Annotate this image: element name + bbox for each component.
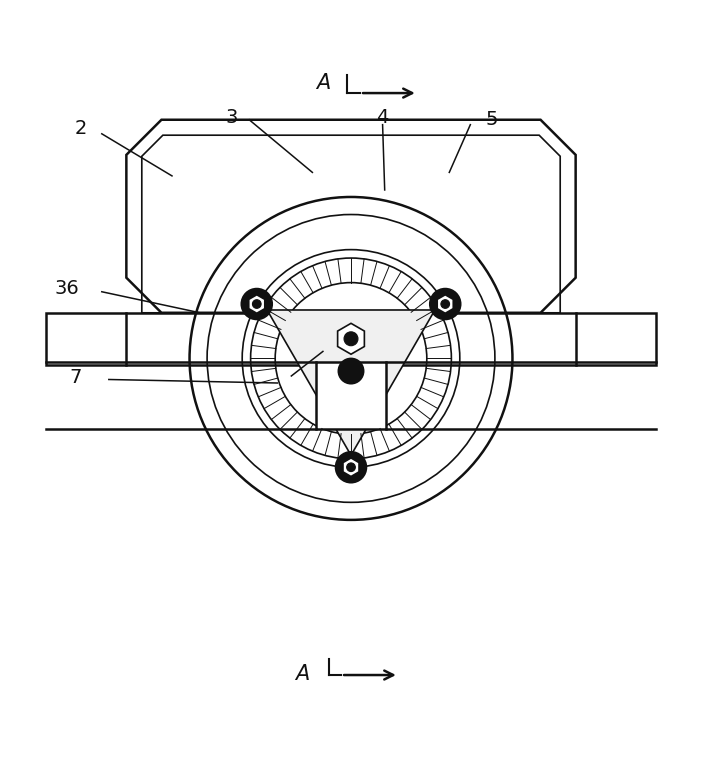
Text: A: A	[316, 74, 330, 93]
Circle shape	[441, 300, 449, 309]
Text: 3: 3	[225, 108, 238, 127]
Bar	[316, 362, 386, 429]
Polygon shape	[338, 323, 364, 354]
Circle shape	[253, 300, 261, 309]
Polygon shape	[126, 119, 576, 313]
Polygon shape	[249, 295, 265, 313]
Circle shape	[241, 289, 272, 319]
Circle shape	[338, 358, 364, 384]
Circle shape	[430, 289, 461, 319]
Circle shape	[347, 463, 355, 472]
Text: A: A	[295, 664, 309, 684]
Polygon shape	[46, 313, 656, 365]
Text: 2: 2	[74, 119, 87, 139]
Circle shape	[344, 332, 358, 345]
Polygon shape	[437, 295, 453, 313]
Text: 36: 36	[54, 279, 79, 298]
Circle shape	[336, 452, 366, 483]
Polygon shape	[267, 310, 435, 455]
Text: 4: 4	[376, 108, 389, 127]
Text: 5: 5	[485, 110, 498, 129]
Text: 7: 7	[69, 368, 82, 387]
Polygon shape	[343, 458, 359, 476]
